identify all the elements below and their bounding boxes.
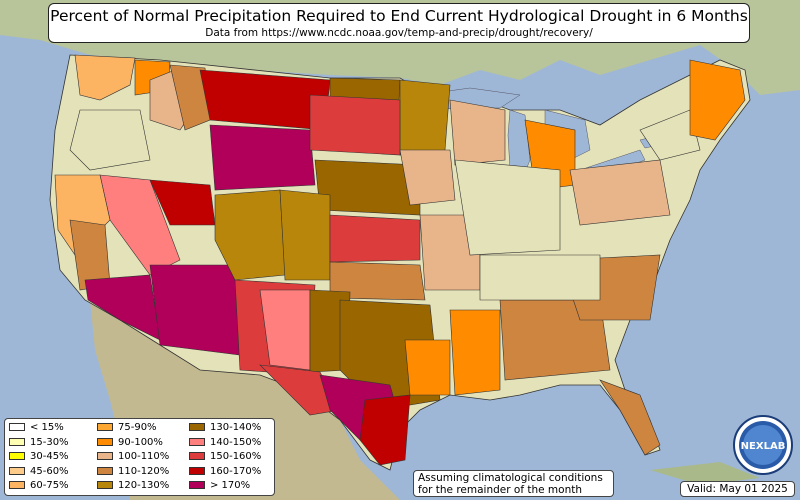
legend-label: 150-160% — [210, 451, 262, 462]
legend-swatch — [97, 437, 113, 446]
region-ky-tn — [479, 254, 601, 301]
legend-swatch — [97, 423, 113, 431]
legend-label: > 170% — [210, 480, 251, 491]
legend-swatch — [189, 481, 205, 489]
legend-item: < 15% — [9, 422, 64, 434]
legend-swatch — [189, 423, 205, 431]
region-ms — [449, 309, 501, 396]
logo-text: NEXLAB — [741, 441, 786, 452]
legend-item: 120-130% — [97, 480, 169, 492]
title-box: Percent of Normal Precipitation Required… — [48, 3, 750, 43]
legend-label: 160-170% — [210, 465, 262, 477]
legend-label: 140-150% — [210, 436, 262, 448]
region-ia — [399, 149, 456, 206]
region-fl — [599, 379, 661, 456]
region-tx-coast — [359, 394, 411, 466]
legend-label: 120-130% — [118, 480, 170, 491]
region-ny — [639, 109, 701, 161]
legend-item: 15-30% — [9, 437, 69, 449]
legend-label: 60-75% — [30, 480, 69, 491]
cuba-land — [650, 462, 760, 485]
region-il-in — [454, 159, 561, 256]
note-line-1: Assuming climatological conditions — [418, 472, 603, 484]
legend-item: 45-60% — [9, 466, 69, 478]
region-oregon — [69, 109, 151, 171]
legend-item: 150-160% — [189, 451, 261, 463]
legend-item: 100-110% — [97, 451, 169, 463]
legend: < 15% 15-30% 30-45% 45-60% 60-75% 75-90% 90-10… — [4, 418, 275, 496]
region-co-east — [279, 189, 331, 281]
legend-item: 110-120% — [97, 466, 169, 478]
region-ks — [329, 214, 421, 263]
legend-swatch — [9, 423, 25, 431]
map-subtitle: Data from https://www.ncdc.noaa.gov/temp… — [205, 27, 593, 39]
legend-swatch — [97, 452, 113, 460]
legend-label: 75-90% — [118, 422, 157, 433]
valid-date: Valid: May 01 2025 — [680, 481, 795, 497]
assumption-note: Assuming climatological conditions for t… — [413, 470, 614, 497]
legend-label: 15-30% — [30, 436, 69, 448]
legend-item: 130-140% — [189, 422, 261, 434]
legend-swatch — [97, 466, 113, 475]
region-ar-la — [404, 339, 451, 396]
note-line-2: for the remainder of the month — [418, 484, 583, 496]
legend-swatch — [97, 481, 113, 489]
map-title: Percent of Normal Precipitation Required… — [50, 7, 748, 25]
legend-swatch — [189, 452, 205, 460]
legend-item: 30-45% — [9, 451, 69, 463]
legend-label: 130-140% — [210, 422, 262, 433]
legend-swatch — [9, 437, 25, 446]
baja-land — [95, 300, 150, 430]
region-mn — [399, 79, 451, 156]
legend-swatch — [9, 466, 25, 475]
region-wy — [209, 124, 316, 191]
legend-swatch — [189, 437, 205, 446]
legend-label: 90-100% — [118, 436, 163, 448]
legend-swatch — [9, 452, 25, 460]
legend-item: > 170% — [189, 480, 250, 492]
legend-label: < 15% — [30, 422, 64, 433]
legend-item: 75-90% — [97, 422, 157, 434]
nexlab-logo: NEXLAB — [733, 415, 793, 475]
legend-item: 160-170% — [189, 466, 261, 478]
region-wi — [449, 99, 506, 166]
legend-item: 60-75% — [9, 480, 69, 492]
region-ca-south — [84, 274, 161, 341]
legend-item: 140-150% — [189, 437, 261, 449]
region-oh-pa — [569, 159, 671, 226]
legend-label: 45-60% — [30, 465, 69, 477]
region-co-west — [214, 189, 286, 281]
legend-item: 90-100% — [97, 437, 163, 449]
region-sd — [309, 94, 401, 156]
legend-label: 110-120% — [118, 465, 170, 477]
region-new-england — [689, 59, 746, 141]
legend-swatch — [189, 466, 205, 475]
region-ok — [329, 261, 426, 301]
legend-label: 100-110% — [118, 451, 170, 462]
region-wa-coast — [74, 54, 136, 101]
region-az — [149, 264, 241, 356]
legend-label: 30-45% — [30, 451, 69, 462]
legend-swatch — [9, 481, 25, 489]
